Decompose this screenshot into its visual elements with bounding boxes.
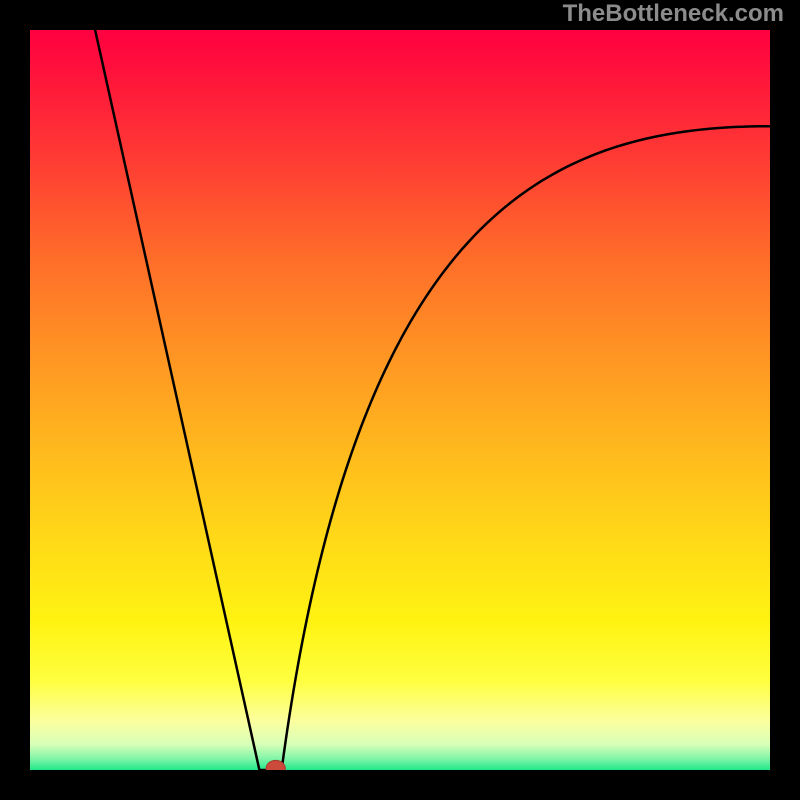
chart-frame: TheBottleneck.com [0,0,800,800]
watermark-text: TheBottleneck.com [563,0,784,28]
bottleneck-curve-chart [30,30,770,770]
gradient-background [30,30,770,770]
